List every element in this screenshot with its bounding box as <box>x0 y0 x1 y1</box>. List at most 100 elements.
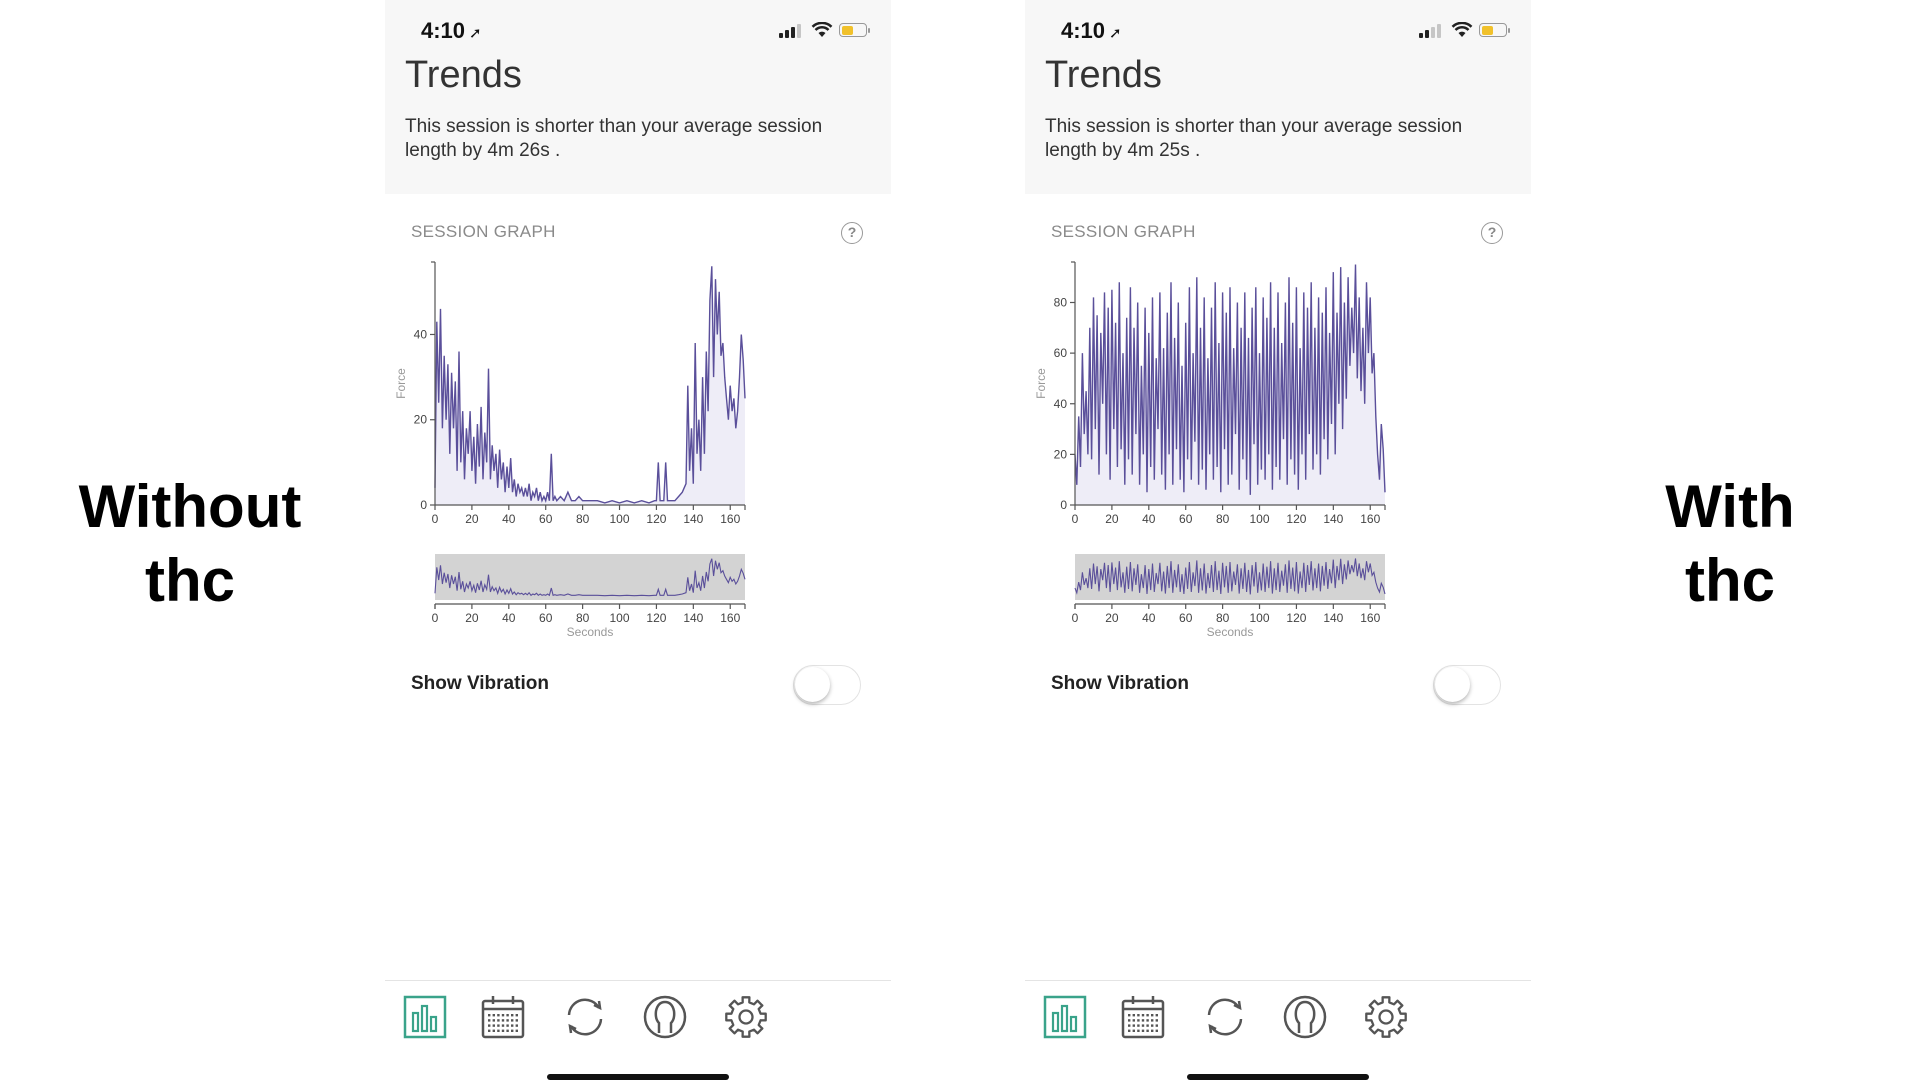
y-tick-label: 60 <box>1054 346 1068 360</box>
brush-selection <box>435 554 745 600</box>
chart-icon[interactable] <box>1041 993 1089 1041</box>
wifi-icon <box>811 22 833 37</box>
y-tick-label: 40 <box>1054 397 1068 411</box>
label-with-thc: With thc <box>1540 470 1920 618</box>
page-title: Trends <box>1045 54 1162 96</box>
x-tick-label: 140 <box>683 512 703 526</box>
x-tick-label: 80 <box>576 512 590 526</box>
header-panel: 4:10 ➚ Trends This session is shorter tha… <box>1025 0 1531 194</box>
sync-icon[interactable] <box>1201 993 1249 1041</box>
x-tick-label: 20 <box>1105 512 1119 526</box>
x-tick-label: 160 <box>1360 512 1380 526</box>
gear-icon[interactable] <box>722 993 770 1041</box>
force-area <box>435 266 745 505</box>
header-panel: 4:10 ➚ Trends This session is shorter tha… <box>385 0 891 194</box>
overview-line <box>434 558 746 597</box>
page-title: Trends <box>405 54 522 96</box>
wifi-icon <box>1451 22 1473 37</box>
overview-x-tick-label: 120 <box>646 611 666 625</box>
overview-x-tick-label: 140 <box>683 611 703 625</box>
overview-x-tick-label: 20 <box>465 611 479 625</box>
y-axis-label: Force <box>1034 368 1048 399</box>
overview-x-tick-label: 120 <box>1286 611 1306 625</box>
overview-x-tick-label: 60 <box>1179 611 1193 625</box>
y-tick-label: 0 <box>1060 498 1067 512</box>
status-time: 4:10 ➚ <box>1061 18 1122 43</box>
chart-icon[interactable] <box>401 993 449 1041</box>
home-indicator[interactable] <box>1187 1074 1369 1080</box>
x-tick-label: 120 <box>1286 512 1306 526</box>
label-line-2: thc <box>1685 547 1775 614</box>
overview-x-tick-label: 80 <box>576 611 590 625</box>
x-tick-label: 120 <box>646 512 666 526</box>
session-summary: This session is shorter than your averag… <box>1045 116 1463 161</box>
x-tick-label: 0 <box>1072 512 1079 526</box>
y-tick-label: 80 <box>1054 296 1068 310</box>
y-axis-label: Force <box>394 368 408 399</box>
overview-x-tick-label: 20 <box>1105 611 1119 625</box>
profile-icon[interactable] <box>641 993 689 1041</box>
show-vibration-label: Show Vibration <box>1051 673 1189 694</box>
label-line-1: With <box>1665 473 1795 540</box>
overview-x-tick-label: 0 <box>432 611 439 625</box>
show-vibration-toggle[interactable] <box>1433 665 1501 705</box>
label-without-thc: Without thc <box>0 470 380 618</box>
tab-bar <box>385 980 891 1080</box>
force-line <box>1074 264 1386 495</box>
signal-icon <box>1419 24 1443 38</box>
home-indicator[interactable] <box>547 1074 729 1080</box>
x-tick-label: 0 <box>432 512 439 526</box>
x-tick-label: 60 <box>539 512 553 526</box>
location-arrow-icon: ➚ <box>1109 25 1122 42</box>
x-tick-label: 80 <box>1216 512 1230 526</box>
session-graph[interactable]: 0 20 40 0 20 40 60 80 100 120 140 160 Force 0 20 40 60 80… <box>385 250 891 650</box>
section-title: SESSION GRAPH <box>1051 222 1196 241</box>
status-bar: 4:10 ➚ <box>385 0 891 60</box>
y-tick-label: 20 <box>1054 447 1068 461</box>
overview-x-tick-label: 0 <box>1072 611 1079 625</box>
x-tick-label: 100 <box>610 512 630 526</box>
y-tick-label: 0 <box>420 498 427 512</box>
calendar-icon[interactable] <box>479 993 527 1041</box>
x-axis-label: Seconds <box>1207 625 1254 639</box>
show-vibration-toggle[interactable] <box>793 665 861 705</box>
x-axis-label: Seconds <box>567 625 614 639</box>
session-summary: This session is shorter than your averag… <box>405 116 823 161</box>
session-graph[interactable]: 0 20 40 60 80 0 20 40 60 80 100 120 140 160 Force 0 20 40… <box>1025 250 1531 650</box>
overview-x-tick-label: 100 <box>1250 611 1270 625</box>
x-tick-label: 20 <box>465 512 479 526</box>
signal-icon <box>779 24 803 38</box>
overview-x-tick-label: 140 <box>1323 611 1343 625</box>
phone-screen-without-thc: 4:10 ➚ Trends This session is shorter tha… <box>385 0 891 1080</box>
overview-x-tick-label: 40 <box>502 611 516 625</box>
battery-icon <box>1479 23 1510 37</box>
y-tick-label: 20 <box>414 413 428 427</box>
profile-icon[interactable] <box>1281 993 1329 1041</box>
x-tick-label: 160 <box>720 512 740 526</box>
overview-x-tick-label: 160 <box>720 611 740 625</box>
toggle-knob[interactable] <box>795 667 830 702</box>
phone-screen-with-thc: 4:10 ➚ Trends This session is shorter tha… <box>1025 0 1531 1080</box>
x-tick-label: 40 <box>502 512 516 526</box>
status-bar: 4:10 ➚ <box>1025 0 1531 60</box>
overview-x-tick-label: 160 <box>1360 611 1380 625</box>
status-time: 4:10 ➚ <box>421 18 482 43</box>
y-tick-label: 40 <box>414 327 428 341</box>
x-tick-label: 60 <box>1179 512 1193 526</box>
help-icon[interactable]: ? <box>1481 222 1503 244</box>
help-icon[interactable]: ? <box>841 222 863 244</box>
overview-x-tick-label: 60 <box>539 611 553 625</box>
sync-icon[interactable] <box>561 993 609 1041</box>
overview-line <box>1074 558 1386 595</box>
x-tick-label: 40 <box>1142 512 1156 526</box>
x-tick-label: 100 <box>1250 512 1270 526</box>
overview-x-tick-label: 80 <box>1216 611 1230 625</box>
overview-x-tick-label: 100 <box>610 611 630 625</box>
tab-bar <box>1025 980 1531 1080</box>
toggle-knob[interactable] <box>1435 667 1470 702</box>
gear-icon[interactable] <box>1362 993 1410 1041</box>
location-arrow-icon: ➚ <box>469 25 482 42</box>
section-title: SESSION GRAPH <box>411 222 556 241</box>
calendar-icon[interactable] <box>1119 993 1167 1041</box>
battery-icon <box>839 23 870 37</box>
